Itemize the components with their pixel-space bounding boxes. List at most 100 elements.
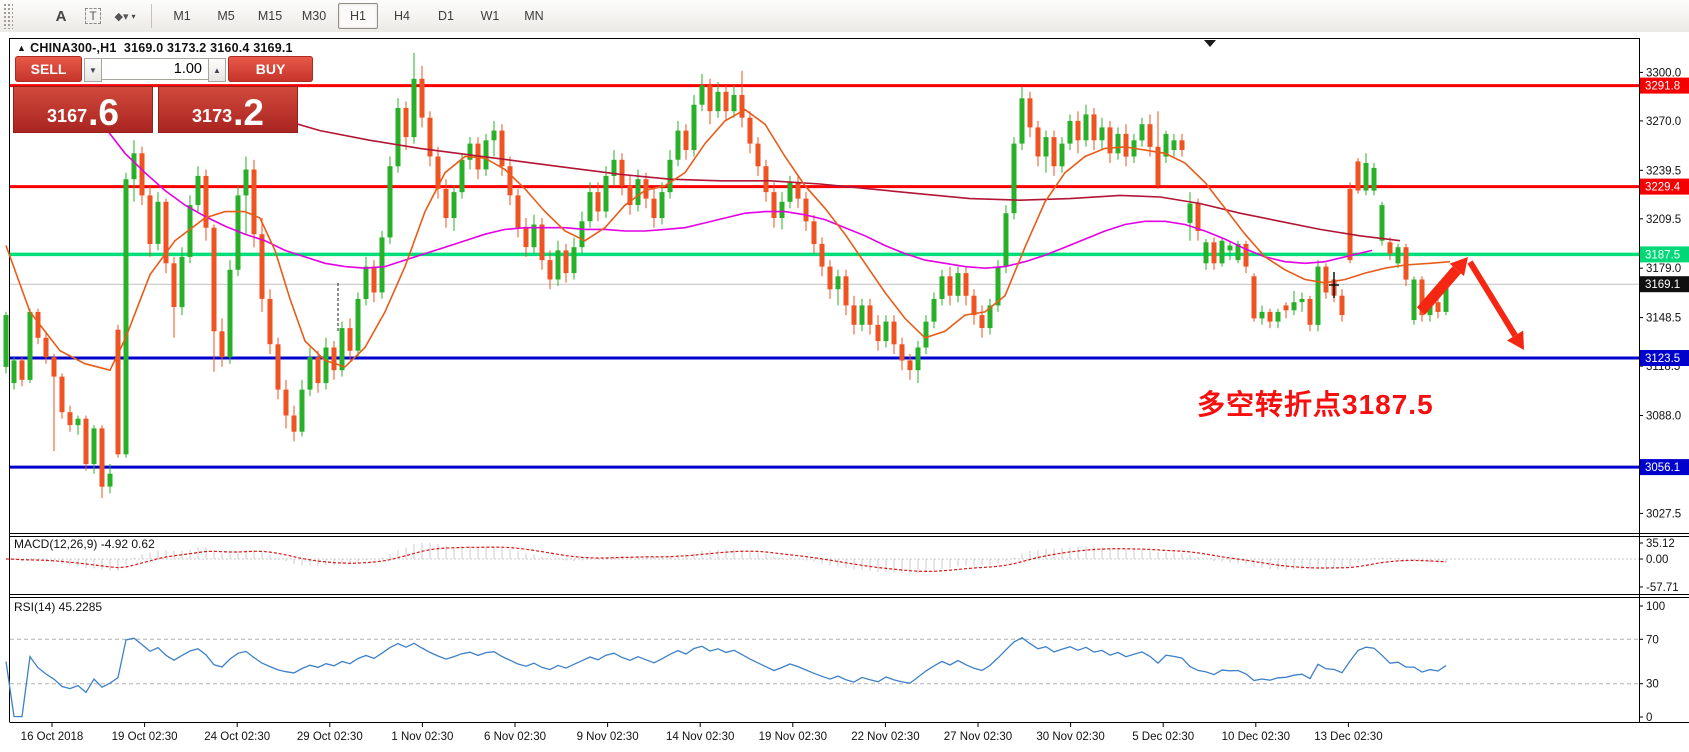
ma-fast-line bbox=[5, 108, 1451, 372]
price-badge bbox=[1640, 246, 1689, 263]
macd-label: MACD(12,26,9) -4.92 0.62 bbox=[14, 537, 155, 551]
svg-text:35.12: 35.12 bbox=[1646, 538, 1675, 550]
chart-symbol: CHINA300-,H1 bbox=[30, 41, 117, 55]
timeframe-m5[interactable]: M5 bbox=[217, 9, 235, 23]
svg-text:0: 0 bbox=[1646, 712, 1652, 724]
volume-down-button[interactable]: ▼ bbox=[84, 58, 102, 82]
macd-signal-line bbox=[5, 546, 1447, 573]
svg-text:27 Nov 02:30: 27 Nov 02:30 bbox=[944, 731, 1012, 743]
svg-text:5 Dec 02:30: 5 Dec 02:30 bbox=[1132, 731, 1194, 743]
shapes-button[interactable]: ◆▾ ▾ bbox=[111, 3, 139, 29]
rsi-label: RSI(14) 45.2285 bbox=[14, 600, 102, 614]
chart-annotation-text: 多空转折点3187.5 bbox=[1197, 389, 1434, 420]
trade-panel-row2: 3167 .6 3173 .2 bbox=[13, 86, 313, 133]
price-badge bbox=[1640, 77, 1689, 94]
svg-text:3088.0: 3088.0 bbox=[1646, 411, 1681, 423]
symbol-marker-icon: ▲ bbox=[17, 43, 27, 53]
svg-text:3229.4: 3229.4 bbox=[1645, 182, 1681, 194]
text-a-icon: A bbox=[55, 7, 67, 25]
cross-marker-object[interactable] bbox=[1329, 272, 1339, 298]
svg-text:30: 30 bbox=[1646, 679, 1659, 691]
trade-panel-row1: SELL ▼ ▲ BUY bbox=[13, 56, 313, 83]
one-click-trading-panel: SELL ▼ ▲ BUY 3167 .6 3173 .2 bbox=[13, 56, 313, 133]
svg-text:16 Oct 2018: 16 Oct 2018 bbox=[21, 731, 84, 743]
date-axis: 16 Oct 2018 19 Oct 02:30 24 Oct 02:30 29 Oc… bbox=[21, 723, 1383, 743]
svg-text:3270.0: 3270.0 bbox=[1646, 116, 1681, 128]
svg-text:3148.5: 3148.5 bbox=[1646, 313, 1681, 325]
svg-text:10 Dec 02:30: 10 Dec 02:30 bbox=[1222, 731, 1290, 743]
chevron-down-icon: ▾ bbox=[131, 11, 136, 21]
svg-text:1 Nov 02:30: 1 Nov 02:30 bbox=[391, 731, 453, 743]
text-box-button[interactable]: T bbox=[79, 3, 107, 29]
shift-marker-icon[interactable] bbox=[1204, 40, 1216, 47]
buy-price-main: 3173 bbox=[192, 106, 233, 126]
rsi-line bbox=[5, 637, 1447, 718]
svg-text:70: 70 bbox=[1646, 634, 1659, 646]
timeframe-d1[interactable]: D1 bbox=[438, 9, 454, 23]
svg-text:3239.5: 3239.5 bbox=[1646, 165, 1681, 177]
trend-arrow-up[interactable] bbox=[1416, 257, 1468, 315]
text-box-icon: T bbox=[85, 8, 101, 24]
volume-up-button[interactable]: ▲ bbox=[208, 58, 226, 82]
svg-text:22 Nov 02:30: 22 Nov 02:30 bbox=[851, 731, 919, 743]
svg-text:-57.71: -57.71 bbox=[1646, 582, 1679, 594]
sell-price-big: .6 bbox=[88, 92, 119, 133]
svg-text:19 Nov 02:30: 19 Nov 02:30 bbox=[759, 731, 827, 743]
svg-text:9 Nov 02:30: 9 Nov 02:30 bbox=[577, 731, 639, 743]
chart-title: ▲ CHINA300-,H1 3169.0 3173.2 3160.4 3169.… bbox=[17, 41, 293, 55]
timeframe-h1[interactable]: H1 bbox=[338, 3, 378, 29]
trend-arrow-down[interactable] bbox=[1467, 260, 1524, 350]
toolbar: F A T ◆▾ ▾ M1 M5 M15 M30 H1 H4 D1 W1 MN bbox=[0, 0, 1689, 48]
pane-borders bbox=[9, 38, 1689, 723]
toolbar-separator bbox=[151, 4, 152, 28]
price-badge bbox=[1640, 350, 1689, 366]
svg-text:3056.1: 3056.1 bbox=[1645, 462, 1680, 474]
svg-text:3179.0: 3179.0 bbox=[1646, 263, 1681, 275]
svg-text:24 Oct 02:30: 24 Oct 02:30 bbox=[204, 731, 270, 743]
text-label-button[interactable]: A bbox=[47, 3, 75, 29]
svg-text:19 Oct 02:30: 19 Oct 02:30 bbox=[112, 731, 178, 743]
volume-input[interactable] bbox=[102, 58, 208, 80]
macd-histogram bbox=[13, 543, 1447, 574]
svg-text:13 Dec 02:30: 13 Dec 02:30 bbox=[1314, 731, 1382, 743]
svg-text:29 Oct 02:30: 29 Oct 02:30 bbox=[297, 731, 363, 743]
buy-button[interactable]: BUY bbox=[228, 56, 313, 82]
price-badge bbox=[1640, 178, 1689, 195]
timeframe-m1[interactable]: M1 bbox=[173, 9, 191, 23]
buy-price-big: .2 bbox=[233, 92, 264, 133]
timeframe-m30[interactable]: M30 bbox=[301, 9, 327, 23]
svg-text:3027.5: 3027.5 bbox=[1646, 508, 1681, 520]
price-badge bbox=[1640, 276, 1689, 293]
svg-text:3209.5: 3209.5 bbox=[1646, 214, 1681, 226]
sell-quote[interactable]: 3167 .6 bbox=[13, 86, 153, 133]
timeframe-h4[interactable]: H4 bbox=[394, 9, 410, 23]
svg-text:3169.1: 3169.1 bbox=[1645, 279, 1680, 291]
timeframe-w1[interactable]: W1 bbox=[480, 9, 500, 23]
chart-ohlc: 3169.0 3173.2 3160.4 3169.1 bbox=[123, 41, 293, 55]
volume-stepper: ▼ ▲ bbox=[84, 58, 226, 82]
timeframe-mn[interactable]: MN bbox=[524, 9, 544, 23]
ma-slow-line bbox=[269, 115, 1401, 242]
sell-price-main: 3167 bbox=[47, 106, 88, 126]
timeframe-bar: M1 M5 M15 M30 H1 H4 D1 W1 MN bbox=[160, 3, 556, 29]
svg-text:3123.5: 3123.5 bbox=[1645, 353, 1680, 365]
svg-text:3300.0: 3300.0 bbox=[1646, 67, 1681, 79]
price-badge bbox=[1640, 459, 1689, 476]
svg-text:3187.5: 3187.5 bbox=[1645, 249, 1680, 261]
timeframe-m15[interactable]: M15 bbox=[257, 9, 283, 23]
buy-quote[interactable]: 3173 .2 bbox=[158, 86, 298, 133]
price-axis: 3300.03270.03239.53209.53179.03148.53118… bbox=[1639, 67, 1689, 520]
sell-button[interactable]: SELL bbox=[15, 56, 82, 82]
svg-text:14 Nov 02:30: 14 Nov 02:30 bbox=[666, 731, 734, 743]
chart-canvas[interactable]: MACD(12,26,9) -4.92 0.62 35.12 0.00 -57.71 R… bbox=[0, 32, 1689, 752]
shapes-icon: ◆▾ bbox=[114, 10, 129, 23]
toolbar-grip[interactable] bbox=[3, 3, 13, 29]
svg-text:0.00: 0.00 bbox=[1646, 554, 1668, 566]
svg-text:100: 100 bbox=[1646, 601, 1665, 613]
svg-text:30 Nov 02:30: 30 Nov 02:30 bbox=[1036, 731, 1104, 743]
svg-text:6 Nov 02:30: 6 Nov 02:30 bbox=[484, 731, 546, 743]
indicator-grid-icon[interactable]: F bbox=[1, 3, 43, 48]
ma-mid-line bbox=[84, 97, 1373, 270]
svg-text:3291.8: 3291.8 bbox=[1645, 81, 1680, 93]
